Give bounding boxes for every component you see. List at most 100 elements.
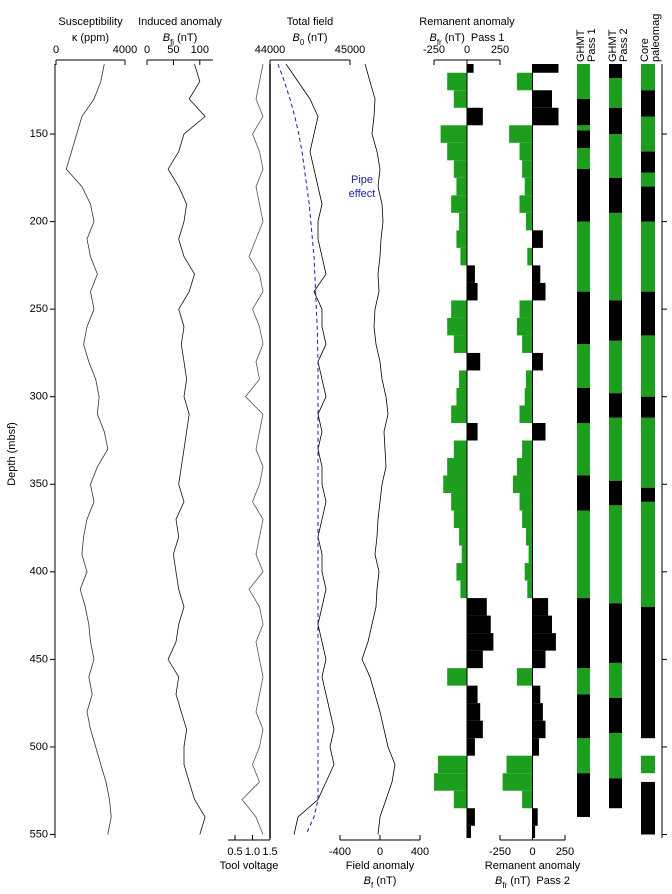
remanent-bar <box>513 475 533 494</box>
remanent-bar <box>447 317 467 336</box>
reversed-interval <box>577 169 590 222</box>
remanent-bar <box>502 773 533 791</box>
remanent-bar <box>447 458 467 476</box>
remanent-bar <box>516 72 533 91</box>
label-symbol: B <box>163 32 170 44</box>
x-tick-label: 45000 <box>335 44 366 56</box>
reversed-interval <box>609 300 622 341</box>
label-symbol: κ <box>72 32 78 44</box>
remanent-bar <box>532 685 541 704</box>
remanent-bar <box>532 825 536 838</box>
x-tick-label: 4000 <box>113 44 137 56</box>
label-symbol: B <box>293 32 300 44</box>
normal-interval <box>609 78 622 108</box>
log-trace <box>167 63 206 835</box>
normal-interval <box>609 732 622 779</box>
pipe-effect-line <box>277 63 319 835</box>
remanent-bar <box>467 633 494 651</box>
remanent-bar <box>447 668 467 686</box>
reversed-interval <box>577 130 590 149</box>
remanent-bar <box>532 282 546 301</box>
remanent-bar <box>453 790 467 809</box>
reversed-interval <box>609 480 622 506</box>
panel-title: Induced anomaly <box>138 16 222 28</box>
remanent-bar <box>519 493 533 511</box>
reversed-interval <box>577 694 590 739</box>
normal-interval <box>641 64 655 91</box>
x-tick-label: -250 <box>423 44 445 56</box>
reversed-interval <box>609 778 622 809</box>
label-unit: (nT) <box>177 32 197 44</box>
remanent-bar <box>516 317 533 336</box>
depth-tick-label: 400 <box>30 566 48 578</box>
x-tick-label: 250 <box>491 44 509 56</box>
remanent-bar <box>459 370 467 388</box>
label-unit: (nT) <box>445 32 465 44</box>
remanent-bar <box>459 528 467 546</box>
normal-interval <box>577 422 590 476</box>
normal-interval <box>641 755 655 774</box>
normal-interval <box>577 738 590 774</box>
remanent-bar <box>532 720 546 739</box>
label-symbol: B <box>495 875 502 887</box>
remanent-bar <box>459 212 467 231</box>
strip-title: Core <box>639 38 651 62</box>
axis-label: Bfi (nT) <box>163 32 198 47</box>
remanent-bar <box>453 160 467 178</box>
remanent-bar <box>532 808 538 826</box>
remanent-bar <box>467 107 483 126</box>
remanent-bar <box>467 825 471 838</box>
normal-interval <box>641 172 655 187</box>
normal-interval <box>609 505 622 604</box>
axis-label: B0 (nT) <box>293 32 328 47</box>
panel-title: Remanent anomaly <box>419 16 515 28</box>
x-tick-label: 1.0 <box>245 846 260 858</box>
remanent-bar <box>456 230 467 248</box>
x-tick-label: -250 <box>489 846 511 858</box>
normal-interval <box>641 417 655 488</box>
reversed-interval <box>641 151 655 173</box>
remanent-bar <box>467 352 481 371</box>
label-subscript: fr <box>502 881 507 890</box>
remanent-bar <box>440 125 467 143</box>
remanent-bar <box>434 773 467 791</box>
reversed-interval <box>641 396 655 418</box>
remanent-bar <box>522 440 533 459</box>
x-tick-label: 100 <box>191 44 209 56</box>
x-tick-label: 0 <box>377 846 383 858</box>
remanent-bar <box>467 598 487 616</box>
label-subscript: fr <box>437 38 442 47</box>
remanent-bar <box>456 563 467 581</box>
remanent-bar <box>467 282 478 301</box>
x-tick-label: 50 <box>167 44 179 56</box>
normal-interval <box>577 344 590 388</box>
label-unit: (nT) <box>510 875 530 887</box>
remanent-bar <box>467 650 483 669</box>
depth-tick-label: 350 <box>30 478 48 490</box>
remanent-bar <box>526 370 533 388</box>
x-tick-label: 1.5 <box>262 846 277 858</box>
reversed-interval <box>577 475 590 511</box>
x-tick-label: 0.5 <box>227 846 242 858</box>
x-tick-label: 44000 <box>255 44 286 56</box>
log-trace <box>285 63 335 835</box>
remanent-bar <box>456 387 467 406</box>
log-trace <box>241 63 264 835</box>
remanent-bar <box>528 545 533 564</box>
remanent-bar <box>460 580 467 599</box>
remanent-bar <box>453 90 467 108</box>
remanent-bar <box>532 703 543 721</box>
remanent-bar <box>460 247 467 266</box>
normal-interval <box>641 221 655 292</box>
remanent-bar <box>453 335 467 353</box>
reversed-interval <box>609 603 622 663</box>
remanent-bar <box>527 247 533 266</box>
x-tick-label: 400 <box>411 846 429 858</box>
x-tick-label: 250 <box>556 846 574 858</box>
reversed-interval <box>609 64 622 79</box>
panel-title: Field anomaly <box>346 860 415 872</box>
remanent-bar <box>467 703 481 721</box>
normal-interval <box>641 501 655 607</box>
reversed-interval <box>609 177 622 213</box>
